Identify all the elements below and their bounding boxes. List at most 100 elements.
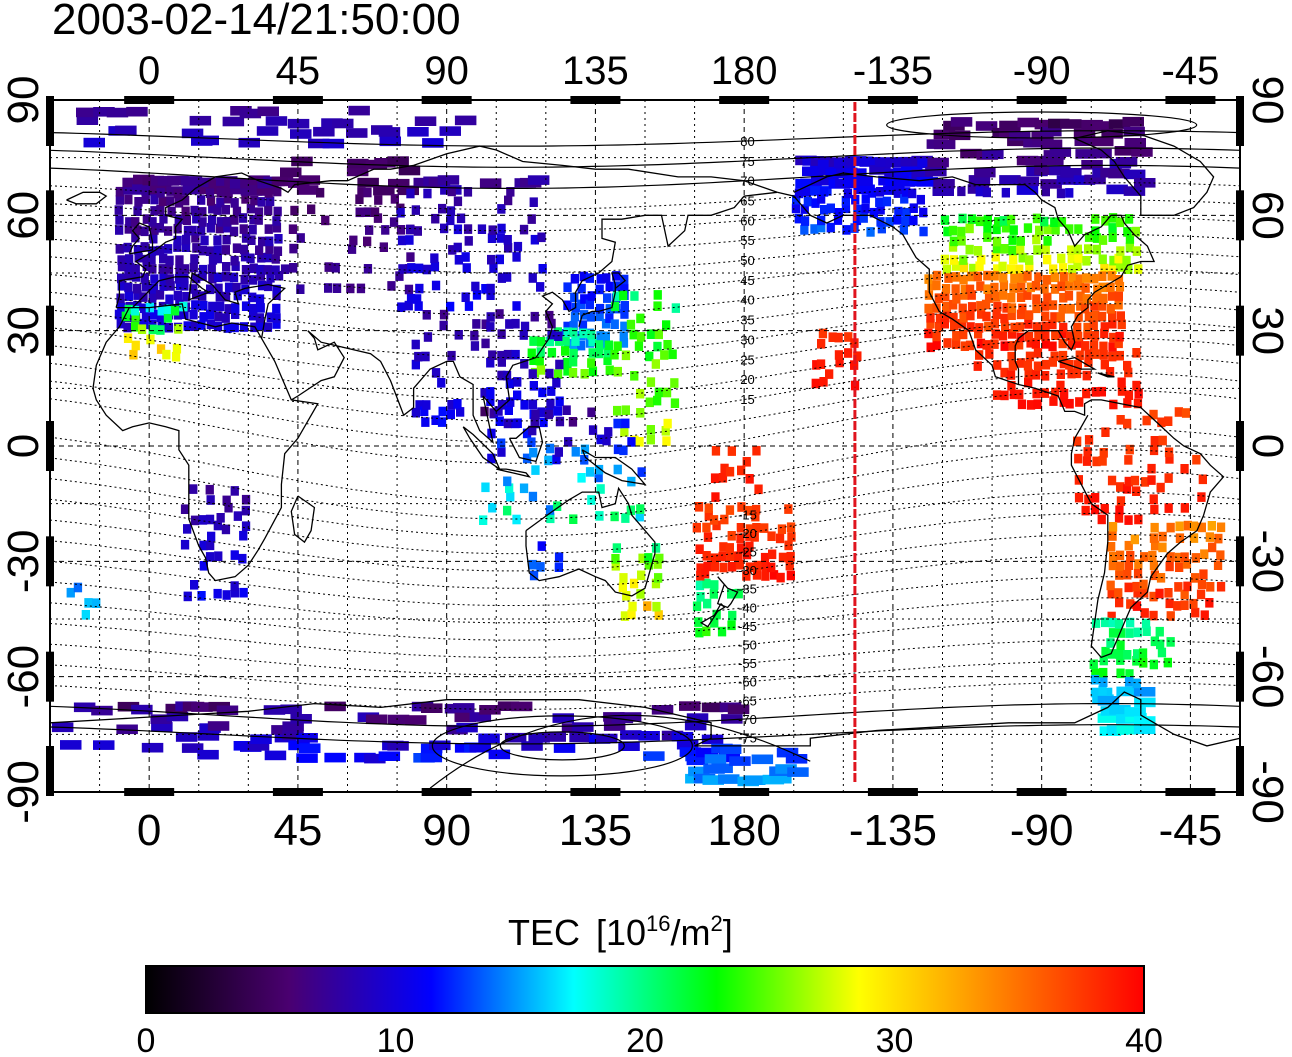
tec-cell	[1074, 331, 1083, 342]
tec-cell	[273, 186, 282, 197]
tec-cell	[983, 232, 992, 242]
tec-cell	[182, 291, 191, 302]
tec-cell	[1050, 284, 1060, 294]
tec-cell	[545, 336, 555, 347]
tec-cell	[528, 399, 538, 410]
tec-cell	[1023, 271, 1032, 281]
contour-label: 55	[740, 233, 754, 248]
tec-cell	[629, 329, 638, 340]
tec-cell	[867, 188, 876, 198]
tec-cell	[348, 105, 370, 116]
tec-cell	[503, 418, 512, 429]
bottom-longitude-labels: 0 45 90 135 180 -135 -90 -45	[137, 806, 1222, 855]
tec-cell	[1032, 234, 1041, 245]
tec-cell	[820, 205, 829, 215]
tec-cell	[1007, 380, 1016, 391]
tec-cell	[1092, 244, 1101, 255]
tec-cell	[229, 272, 239, 283]
tec-cell	[1075, 149, 1097, 159]
tec-cell	[487, 453, 496, 464]
tec-cell	[1041, 331, 1050, 342]
tec-cell	[206, 540, 215, 551]
tec-cell	[150, 274, 159, 284]
tec-cell	[1026, 400, 1036, 410]
tec-cell	[131, 704, 153, 715]
tec-cell	[453, 399, 462, 409]
tec-cell	[959, 329, 968, 340]
tec-cell	[926, 342, 935, 353]
tec-cell	[932, 186, 954, 196]
tec-cell	[205, 552, 215, 562]
tec-cell	[1158, 542, 1167, 553]
tec-cell	[869, 165, 891, 175]
tec-cell	[511, 349, 520, 360]
magnetic-latitude-contours	[49, 111, 1241, 789]
tec-cell	[1125, 242, 1134, 253]
tec-cell	[1075, 350, 1084, 361]
tec-cell	[197, 320, 206, 330]
left-lat-label: 60	[0, 191, 48, 240]
tec-cell	[1105, 367, 1115, 377]
tec-cell	[1032, 388, 1041, 399]
tec-cell	[1043, 254, 1052, 265]
tec-cell	[222, 590, 231, 600]
tec-cell	[1049, 147, 1072, 157]
tec-cell	[390, 194, 399, 204]
tec-cell	[653, 301, 662, 311]
tec-cell	[205, 188, 215, 198]
tec-cell	[637, 570, 646, 581]
tec-cell	[612, 271, 621, 281]
tec-cell	[941, 284, 951, 294]
tec-cell	[123, 333, 133, 343]
tec-cell	[1093, 284, 1102, 295]
contour-line	[49, 372, 1241, 443]
tec-cell	[1001, 222, 1011, 233]
tec-cell	[1124, 138, 1146, 148]
tec-cell	[230, 215, 239, 225]
tec-cell	[1183, 520, 1192, 531]
tec-cell	[973, 246, 983, 256]
tec-cell	[280, 704, 302, 715]
tec-cell	[568, 368, 578, 378]
tec-cell	[1017, 176, 1040, 187]
tec-cell	[769, 570, 779, 580]
tec-cell	[653, 290, 662, 300]
tec-cell	[1100, 359, 1109, 370]
tec-cell	[688, 766, 710, 777]
tec-cell	[785, 754, 808, 764]
tec-cell	[296, 733, 318, 743]
tec-cell	[727, 531, 736, 541]
tec-cell	[1124, 515, 1133, 525]
tec-cell	[1123, 418, 1132, 429]
tec-cell	[1140, 608, 1149, 618]
tec-cell	[387, 156, 409, 166]
tec-cell	[255, 245, 264, 255]
tec-cell	[365, 714, 388, 725]
tec-cell	[561, 346, 570, 356]
tec-cell	[1073, 128, 1096, 139]
tec-cell	[927, 280, 936, 291]
tec-cell	[181, 128, 204, 139]
tec-cell	[470, 341, 480, 351]
bottom-lon-label: -135	[849, 806, 937, 855]
contour-line	[49, 681, 1241, 710]
tec-cell	[453, 703, 475, 713]
tec-cell	[488, 225, 497, 235]
tec-cell	[192, 289, 201, 300]
tec-cell	[208, 301, 217, 312]
tec-cell	[1048, 300, 1058, 310]
tec-cell	[469, 712, 492, 722]
tec-cell	[877, 223, 886, 234]
tec-cell	[250, 734, 272, 744]
tec-cell	[975, 186, 984, 197]
tec-cell	[198, 291, 207, 301]
tec-cell	[1051, 224, 1060, 235]
tec-cell	[404, 284, 414, 295]
tec-cell	[791, 203, 801, 214]
tec-cell	[696, 592, 705, 602]
tec-cell	[454, 712, 476, 723]
tec-cell	[1131, 147, 1153, 157]
tec-cell	[817, 175, 839, 186]
tec-cell	[1123, 126, 1145, 137]
tec-cell	[189, 484, 198, 494]
